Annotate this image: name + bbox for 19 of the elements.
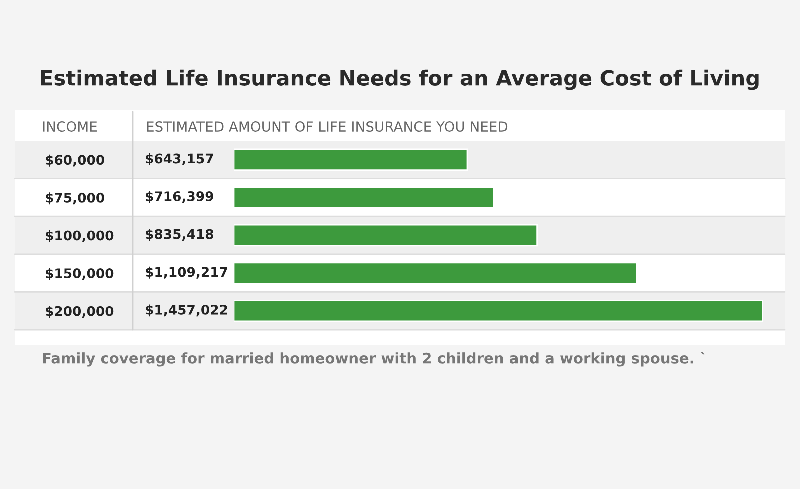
data-label: $1,457,022	[146, 304, 228, 317]
data-label: $835,418	[146, 229, 214, 242]
chart-title: Estimated Life Insurance Needs for an Average Cost of Living	[41, 70, 759, 90]
y-tick-label: $200,000	[46, 306, 114, 318]
y-tick-label: $100,000	[46, 230, 114, 242]
bar	[234, 224, 538, 247]
y-tick-label: $60,000	[46, 154, 104, 167]
bar	[234, 300, 763, 322]
bar	[234, 148, 468, 171]
data-label: $1,109,217	[146, 266, 228, 279]
data-label: $643,157	[146, 154, 214, 166]
data-label: $716,399	[146, 191, 214, 204]
bar	[234, 186, 495, 209]
y-tick-label: $75,000	[46, 192, 104, 205]
y-tick-label: $150,000	[46, 268, 114, 280]
bar	[234, 262, 638, 284]
y-axis-title: INCOME	[43, 122, 97, 132]
text: Family coverage for married homeowner with 2 children and a working spouse. `	[43, 352, 705, 367]
x-axis-title: ESTIMATED AMOUNT OF LIFE INSURANCE YOU NEED	[147, 122, 508, 132]
